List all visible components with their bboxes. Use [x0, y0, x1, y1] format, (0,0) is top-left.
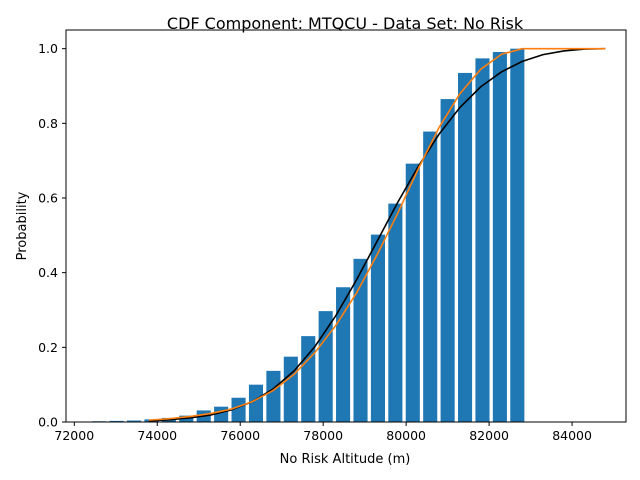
y-tick-label: 0.4: [38, 265, 58, 280]
bar: [510, 48, 525, 423]
bar: [353, 258, 368, 422]
y-axis-label: Probability: [15, 191, 30, 260]
y-tick-label: 0.8: [38, 116, 58, 131]
bar: [458, 72, 473, 423]
bar: [370, 234, 385, 422]
x-axis-label: No Risk Altitude (m): [280, 452, 411, 467]
y-tick-label: 1.0: [38, 41, 58, 56]
x-tick-label: 84000: [552, 428, 592, 443]
bar: [109, 420, 124, 422]
y-tick-label: 0.6: [38, 191, 58, 206]
y-tick-label: 0.2: [38, 340, 58, 355]
bar-series: [92, 48, 525, 423]
bar: [318, 311, 333, 422]
x-tick-label: 72000: [54, 428, 94, 443]
cdf-line-black: [148, 47, 606, 422]
bar: [388, 203, 403, 422]
x-tick-label: 78000: [303, 428, 343, 443]
bar: [248, 384, 264, 422]
x-tick-label: 76000: [220, 428, 260, 443]
chart-title: CDF Component: MTQCU - Data Set: No Risk: [167, 14, 524, 33]
cdf-line-orange: [148, 47, 606, 421]
x-tick-label: 80000: [386, 428, 426, 443]
bar: [283, 356, 298, 422]
line-series: [148, 47, 606, 422]
x-tick-label: 82000: [469, 428, 509, 443]
bar: [231, 397, 246, 422]
bar: [492, 52, 507, 422]
bar: [475, 58, 490, 423]
bar: [266, 370, 281, 422]
bar: [423, 131, 438, 423]
bar: [440, 99, 455, 422]
bar: [405, 163, 420, 422]
x-tick-label: 74000: [137, 428, 177, 443]
bar: [126, 420, 142, 422]
plot-frame: [65, 29, 627, 423]
y-tick-label: 0.0: [38, 415, 58, 430]
x-axis: 72000 74000 76000 78000 80000 82000 84000: [54, 422, 592, 443]
y-axis: 0.0 0.2 0.4 0.6 0.8 1.0: [38, 41, 66, 430]
